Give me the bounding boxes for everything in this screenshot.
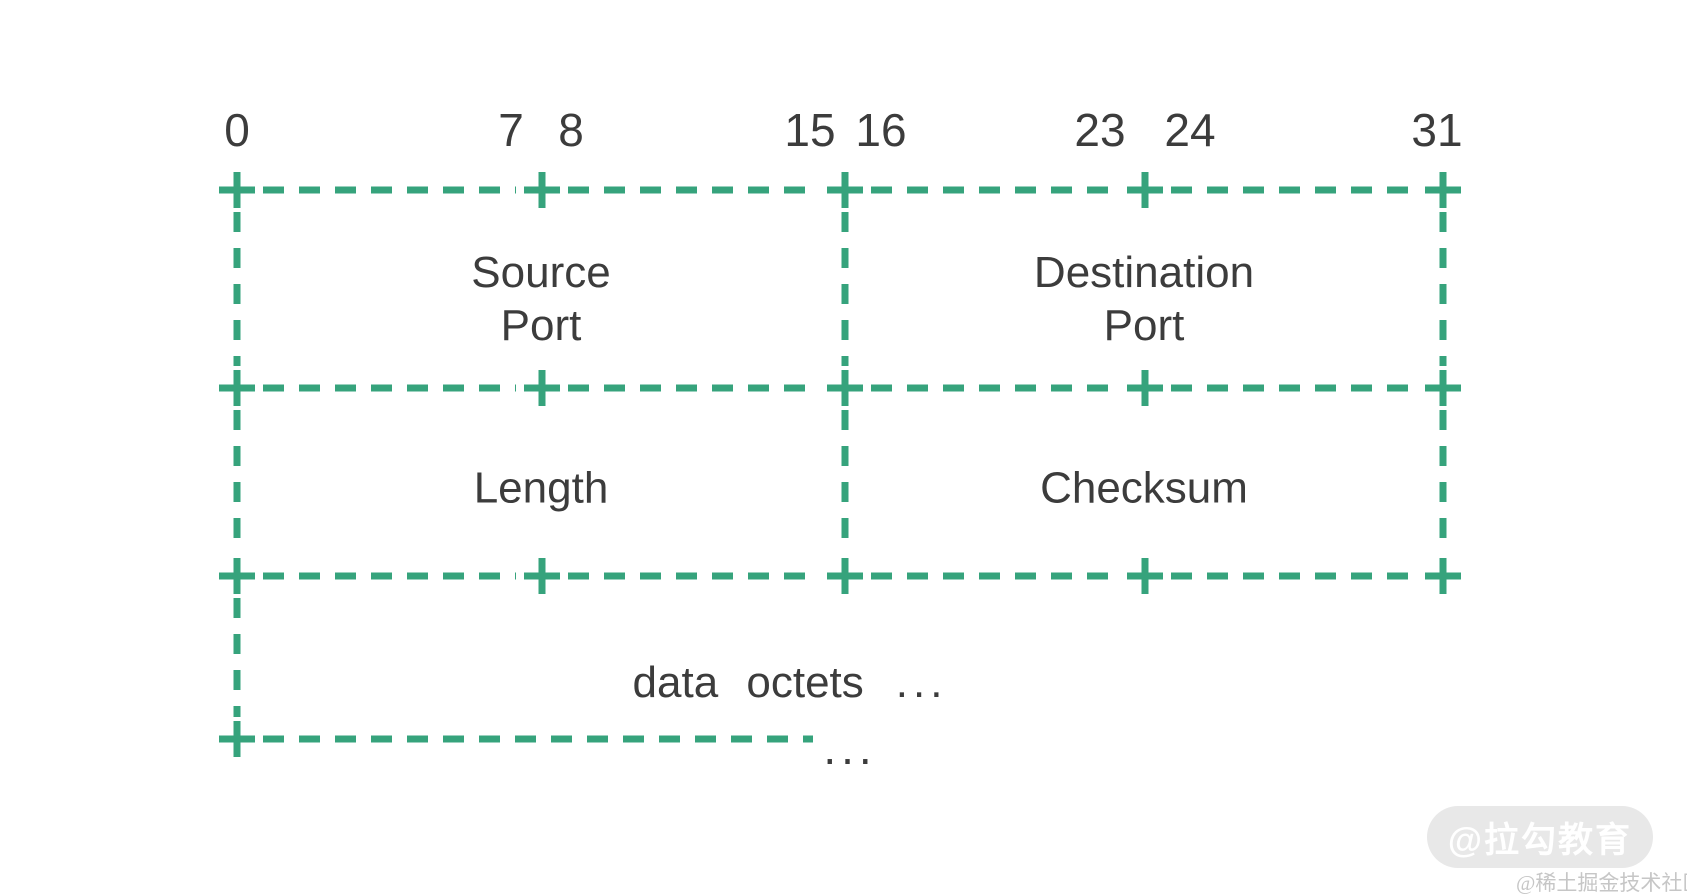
plus-marks-top	[219, 172, 1461, 208]
bit-label-16: 16	[855, 104, 907, 156]
field-checksum: Checksum	[1040, 463, 1248, 513]
plus-marks-lower	[219, 558, 1461, 594]
data-octets-row: data octets...	[633, 658, 948, 708]
column-lines-row1	[233, 212, 1447, 366]
bit-label-8: 8	[558, 104, 584, 156]
watermark-credit: @稀土掘金技术社区	[1516, 871, 1687, 895]
bit-label-15: 15	[784, 104, 836, 156]
field-source-port: Source Port	[471, 246, 610, 352]
bit-label-31: 31	[1411, 104, 1463, 156]
field-source-port-line1: Source	[471, 248, 611, 297]
field-destination-port: Destination Port	[1034, 246, 1254, 352]
bit-label-23: 23	[1074, 104, 1126, 156]
bit-label-7: 7	[498, 104, 524, 156]
field-source-port-line2: Port	[500, 301, 582, 350]
plus-mark-bottom	[219, 721, 255, 757]
data-octets-ellipsis: ...	[895, 658, 948, 707]
bit-label-0: 0	[224, 104, 250, 156]
field-length: Length	[473, 463, 609, 513]
bit-label-24: 24	[1164, 104, 1216, 156]
row-line-bottom-partial	[219, 721, 813, 757]
field-destination-port-line1: Destination	[1033, 248, 1255, 297]
bottom-line-ellipsis: ...	[823, 722, 877, 774]
plus-marks-middle	[219, 370, 1461, 406]
row-line-middle	[219, 370, 1461, 406]
row-line-top	[219, 172, 1461, 208]
data-octets-label: data octets	[632, 658, 864, 707]
watermark-badge: @拉勾教育	[1427, 806, 1653, 868]
column-lines-row2	[233, 410, 1447, 554]
field-destination-port-line2: Port	[1103, 301, 1185, 350]
row-line-lower	[219, 558, 1461, 594]
